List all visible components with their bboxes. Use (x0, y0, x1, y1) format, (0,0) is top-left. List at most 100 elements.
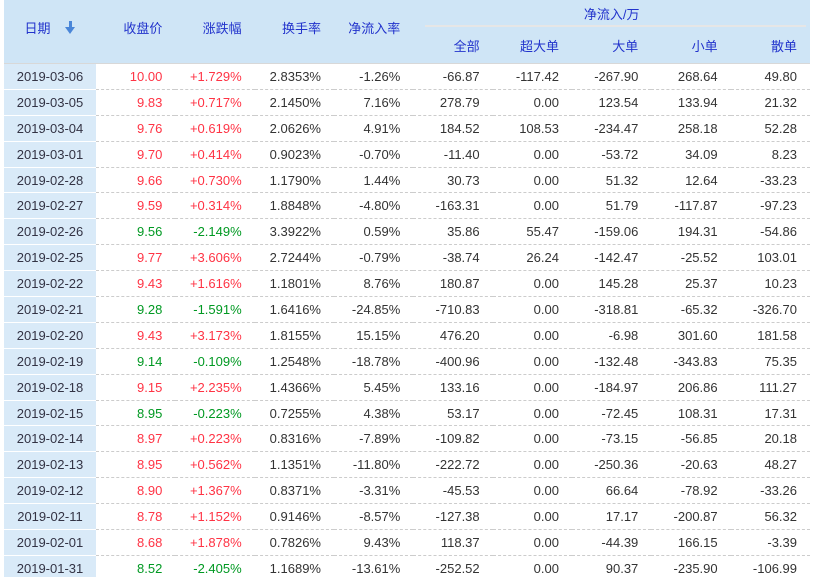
cell-inflow-super-large: 0.00 (492, 141, 572, 168)
cell-inflow-scattered: 20.18 (730, 425, 810, 453)
cell-inflow-super-large: 0.00 (492, 425, 572, 453)
cell-close: 8.97 (96, 425, 176, 453)
cell-close: 8.95 (96, 451, 176, 479)
cell-date: 2019-01-31 (4, 555, 96, 577)
cell-inflow-large: -184.97 (571, 374, 652, 401)
cell-change: -1.591% (175, 296, 255, 323)
cell-change: +0.717% (175, 89, 255, 116)
col-header-inflow-rate[interactable]: 净流入率 (333, 0, 414, 64)
cell-inflow-rate: 0.59% (333, 218, 414, 246)
cell-inflow-small: -343.83 (651, 348, 731, 375)
cell-change: +1.729% (175, 63, 255, 90)
date-header-label: 日期 (24, 21, 51, 36)
cell-inflow-large: -53.72 (571, 141, 652, 168)
cell-turnover: 0.9146% (254, 503, 334, 531)
cell-turnover: 1.8848% (254, 192, 334, 220)
cell-inflow-rate: -13.61% (333, 555, 414, 577)
cell-inflow-all: -66.87 (413, 63, 493, 90)
fund-flow-table: 日期 收盘价 涨跌幅 换手率 净流入率 净流入/万 全部 超大单 大单 小单 散… (4, 0, 810, 577)
cell-inflow-all: 118.37 (413, 529, 493, 556)
cell-inflow-all: 30.73 (413, 167, 493, 194)
cell-date: 2019-02-27 (4, 192, 96, 220)
col-header-change[interactable]: 涨跌幅 (175, 0, 255, 64)
cell-close: 9.66 (96, 167, 176, 194)
table-row: 2019-02-21 9.28 -1.591% 1.6416% -24.85% … (4, 296, 810, 323)
cell-inflow-all: 184.52 (413, 115, 493, 142)
cell-inflow-scattered: 10.23 (730, 270, 810, 298)
cell-inflow-scattered: 111.27 (730, 374, 810, 401)
cell-inflow-super-large: 0.00 (492, 400, 572, 427)
col-header-inflow-super-large[interactable]: 超大单 (492, 27, 572, 65)
col-header-inflow-large[interactable]: 大单 (571, 27, 652, 65)
cell-inflow-large: -267.90 (571, 63, 652, 90)
cell-inflow-large: 90.37 (571, 555, 652, 577)
cell-inflow-super-large: 0.00 (492, 374, 572, 401)
col-header-close[interactable]: 收盘价 (96, 0, 176, 64)
cell-inflow-super-large: 0.00 (492, 89, 572, 116)
cell-inflow-large: -73.15 (571, 425, 652, 453)
col-header-inflow-all[interactable]: 全部 (413, 27, 493, 65)
cell-inflow-small: -65.32 (651, 296, 731, 323)
cell-close: 9.28 (96, 296, 176, 323)
cell-turnover: 1.2548% (254, 348, 334, 375)
table-row: 2019-02-13 8.95 +0.562% 1.1351% -11.80% … (4, 451, 810, 479)
cell-inflow-large: 145.28 (571, 270, 652, 298)
cell-inflow-all: -710.83 (413, 296, 493, 323)
col-header-date[interactable]: 日期 (4, 0, 96, 64)
cell-inflow-super-large: 0.00 (492, 270, 572, 298)
cell-close: 9.43 (96, 270, 176, 298)
cell-inflow-large: -6.98 (571, 322, 652, 349)
cell-close: 9.56 (96, 218, 176, 246)
cell-inflow-all: -11.40 (413, 141, 493, 168)
cell-change: +0.223% (175, 425, 255, 453)
cell-inflow-small: -117.87 (651, 192, 731, 220)
cell-inflow-small: 108.31 (651, 400, 731, 427)
cell-inflow-small: 12.64 (651, 167, 731, 194)
cell-change: +0.562% (175, 451, 255, 479)
cell-date: 2019-02-18 (4, 374, 96, 401)
cell-date: 2019-02-19 (4, 348, 96, 375)
cell-date: 2019-02-12 (4, 477, 96, 505)
cell-inflow-super-large: 0.00 (492, 192, 572, 220)
cell-inflow-large: -44.39 (571, 529, 652, 556)
cell-inflow-all: 35.86 (413, 218, 493, 246)
cell-change: +3.606% (175, 244, 255, 272)
cell-inflow-super-large: 55.47 (492, 218, 572, 246)
cell-inflow-super-large: -117.42 (492, 63, 572, 90)
cell-close: 9.76 (96, 115, 176, 142)
table-row: 2019-02-20 9.43 +3.173% 1.8155% 15.15% 4… (4, 322, 810, 349)
table-row: 2019-02-11 8.78 +1.152% 0.9146% -8.57% -… (4, 503, 810, 531)
table-row: 2019-02-19 9.14 -0.109% 1.2548% -18.78% … (4, 348, 810, 375)
cell-change: +1.878% (175, 529, 255, 556)
cell-date: 2019-02-01 (4, 529, 96, 556)
cell-turnover: 1.1801% (254, 270, 334, 298)
cell-change: +0.414% (175, 141, 255, 168)
cell-close: 9.14 (96, 348, 176, 375)
table-row: 2019-03-05 9.83 +0.717% 2.1450% 7.16% 27… (4, 89, 810, 116)
cell-turnover: 2.7244% (254, 244, 334, 272)
table-header: 日期 收盘价 涨跌幅 换手率 净流入率 净流入/万 全部 超大单 大单 小单 散… (4, 0, 810, 65)
cell-inflow-rate: -4.80% (333, 192, 414, 220)
cell-inflow-small: -25.52 (651, 244, 731, 272)
col-header-inflow-small[interactable]: 小单 (651, 27, 731, 65)
fund-flow-table-container: 日期 收盘价 涨跌幅 换手率 净流入率 净流入/万 全部 超大单 大单 小单 散… (4, 0, 810, 577)
cell-inflow-scattered: -326.70 (730, 296, 810, 323)
cell-inflow-small: 258.18 (651, 115, 731, 142)
cell-inflow-scattered: -33.23 (730, 167, 810, 194)
cell-close: 8.95 (96, 400, 176, 427)
cell-inflow-rate: 8.76% (333, 270, 414, 298)
cell-close: 8.52 (96, 555, 176, 577)
table-row: 2019-02-18 9.15 +2.235% 1.4366% 5.45% 13… (4, 374, 810, 401)
cell-inflow-large: 51.79 (571, 192, 652, 220)
table-row: 2019-02-27 9.59 +0.314% 1.8848% -4.80% -… (4, 192, 810, 220)
cell-close: 8.90 (96, 477, 176, 505)
col-header-turnover[interactable]: 换手率 (254, 0, 334, 64)
cell-inflow-small: 194.31 (651, 218, 731, 246)
cell-turnover: 1.1351% (254, 451, 334, 479)
cell-inflow-all: -45.53 (413, 477, 493, 505)
cell-turnover: 0.8371% (254, 477, 334, 505)
cell-turnover: 1.1790% (254, 167, 334, 194)
sort-desc-icon[interactable] (64, 21, 76, 34)
col-header-inflow-scattered[interactable]: 散单 (730, 27, 810, 65)
cell-inflow-all: -252.52 (413, 555, 493, 577)
